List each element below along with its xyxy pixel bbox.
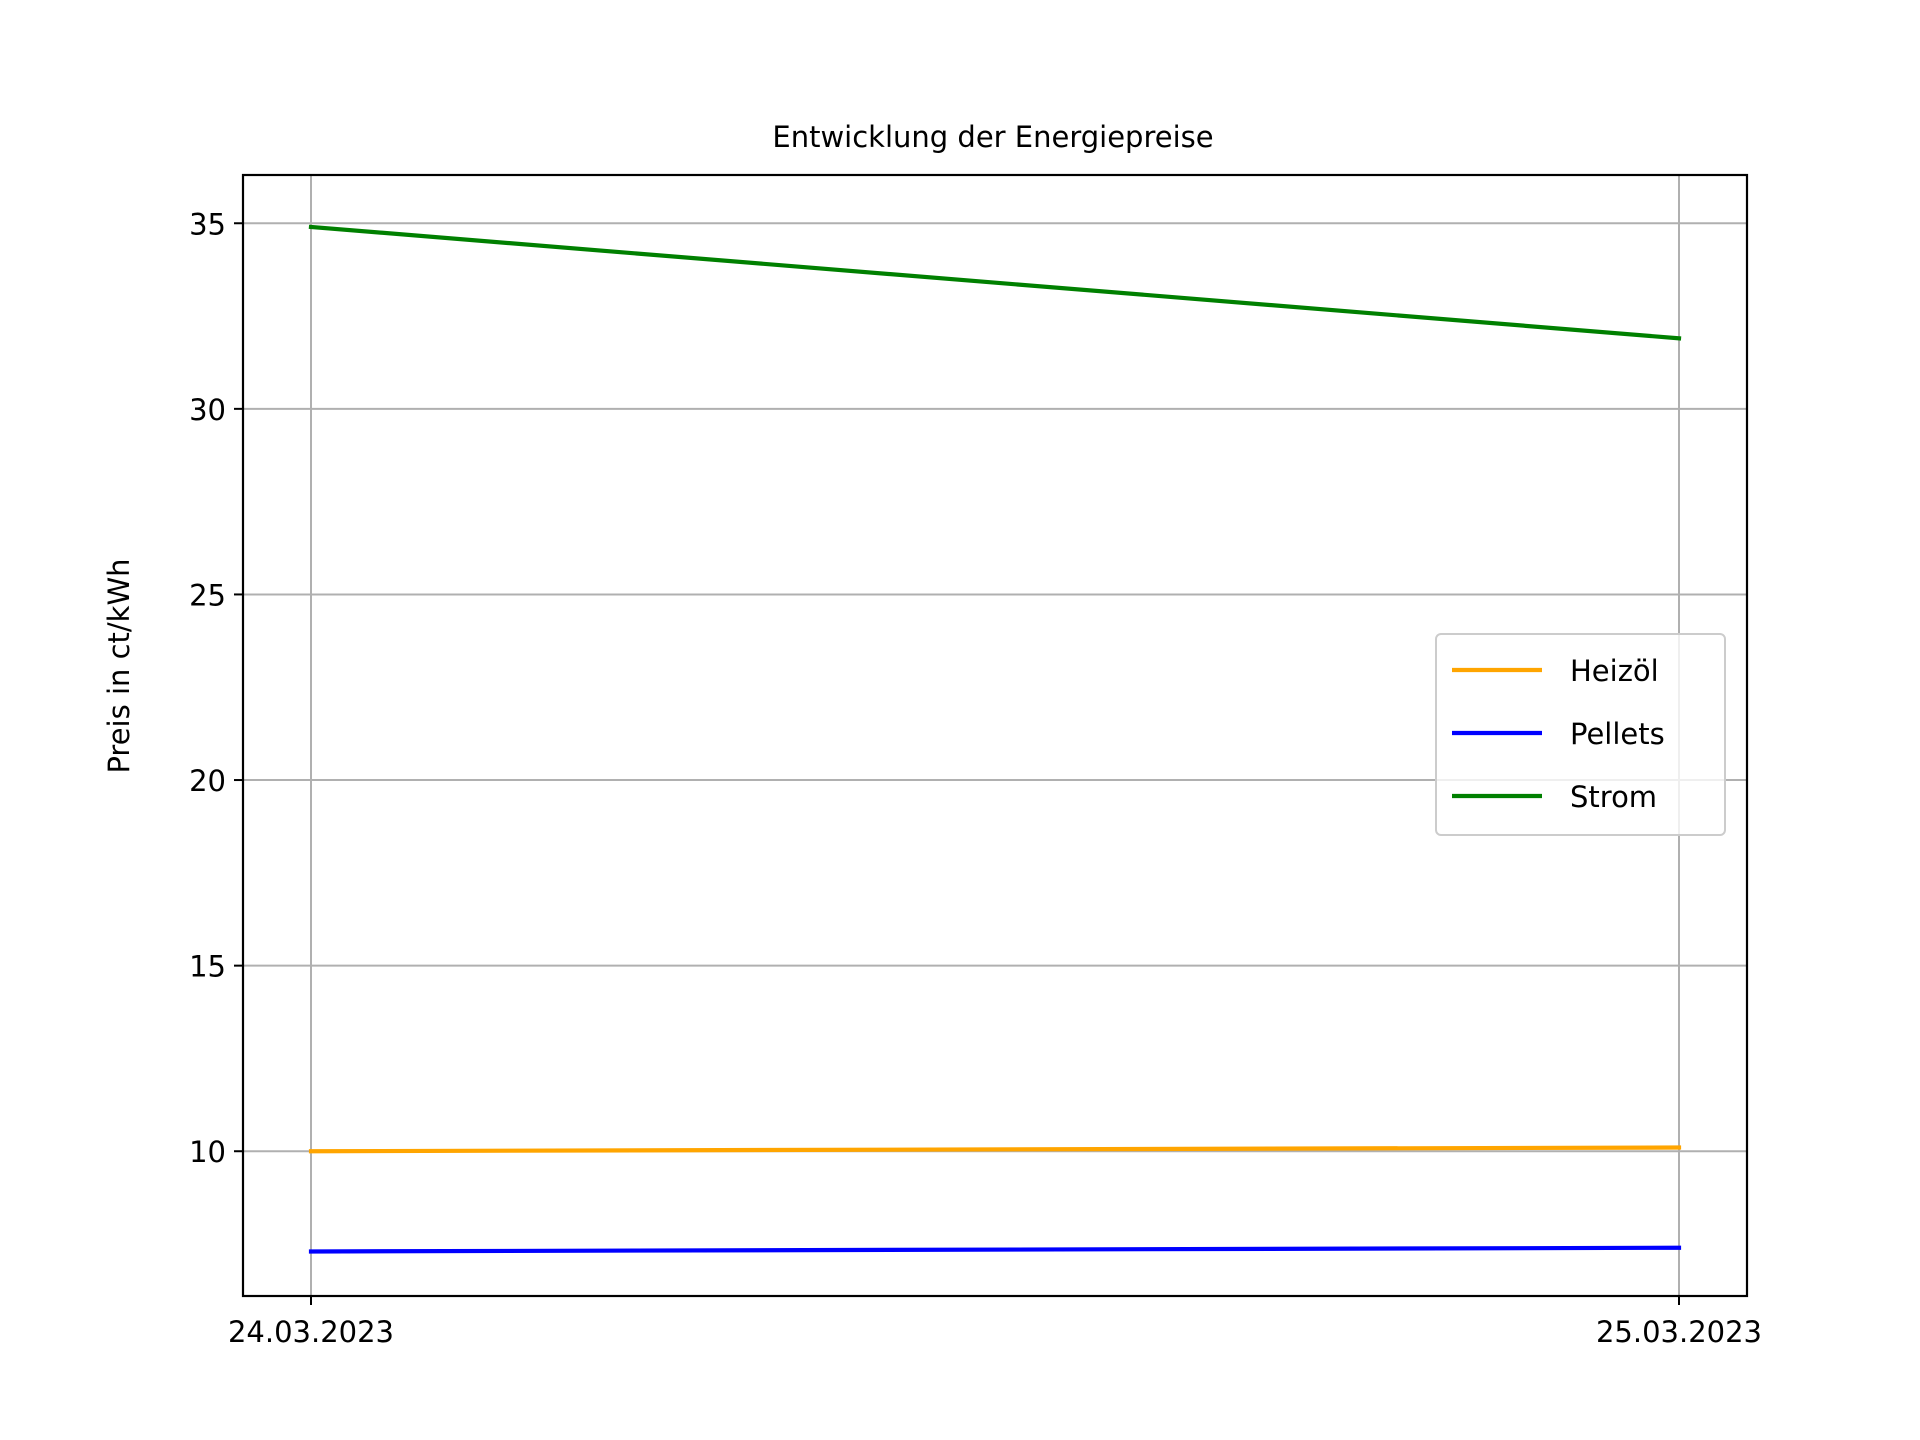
series-line — [308, 1145, 1682, 1154]
legend-label: Pellets — [1570, 717, 1665, 751]
y-tick-label: 30 — [189, 393, 226, 427]
y-tick-label: 35 — [189, 207, 226, 241]
legend: Heizöl Pellets Strom — [1435, 633, 1726, 836]
series-lines — [308, 224, 1682, 1254]
y-tick-label: 20 — [189, 764, 226, 798]
plot-frame — [241, 173, 1749, 1298]
legend-label: Heizöl — [1570, 654, 1659, 688]
series-line — [308, 1245, 1682, 1254]
axis-ticks: 10 15 20 25 30 35 24.03.2023 25.03.2023 — [189, 207, 1762, 1349]
y-tick-label: 15 — [189, 950, 226, 984]
y-tick-label: 10 — [189, 1135, 226, 1169]
legend-box — [1435, 633, 1726, 836]
series-line — [308, 224, 1682, 341]
legend-label: Strom — [1570, 780, 1657, 814]
chart-title: Entwicklung der Energiepreise — [772, 120, 1213, 154]
x-tick-label: 24.03.2023 — [228, 1315, 394, 1349]
y-tick-label: 25 — [189, 578, 226, 612]
y-axis-label: Preis in ct/kWh — [102, 558, 136, 773]
x-tick-label: 25.03.2023 — [1596, 1315, 1762, 1349]
